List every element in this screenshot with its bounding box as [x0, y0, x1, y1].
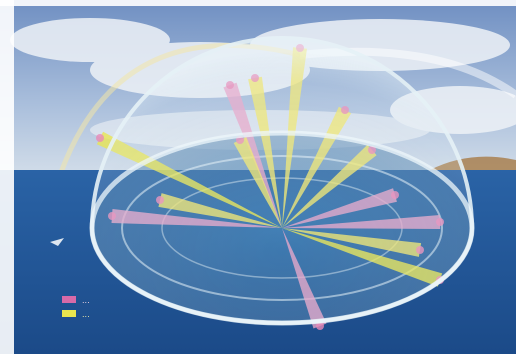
- top-edge: [0, 0, 516, 6]
- legend-label-pink: ...: [82, 296, 90, 305]
- legend-swatch-yellow: [62, 310, 76, 317]
- beam-tip-5: [96, 134, 104, 142]
- beam-tip-11: [316, 322, 324, 330]
- legend: ... ...: [62, 296, 90, 319]
- arrow-icon: [50, 238, 64, 246]
- left-edge: [0, 0, 14, 354]
- dome-rim: [89, 130, 475, 326]
- legend-swatch-pink: [62, 296, 76, 303]
- legend-label-yellow: ...: [82, 310, 90, 319]
